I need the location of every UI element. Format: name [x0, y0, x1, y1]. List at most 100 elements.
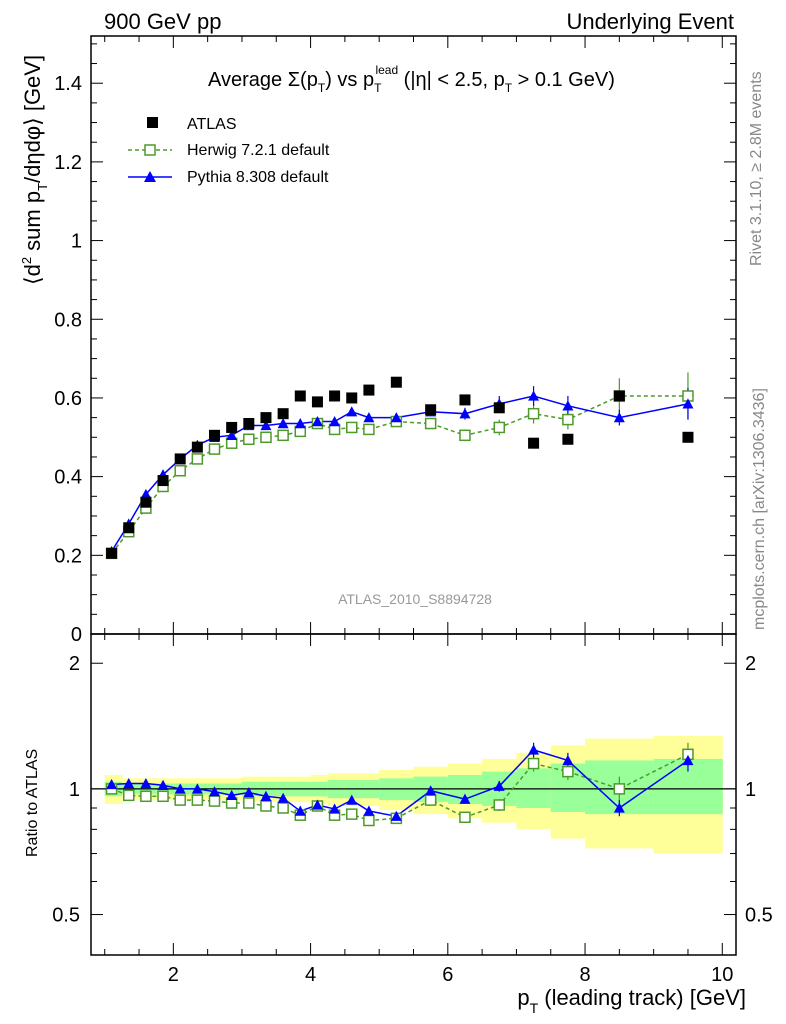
pythia-point [226, 429, 238, 440]
legend-atlas-label: ATLAS [187, 116, 237, 133]
main-y-tick-label: 1 [71, 231, 82, 253]
herwig-point [191, 453, 204, 465]
ratio-herwig-point [345, 808, 358, 820]
atlas-point [562, 433, 574, 445]
ratio-pythia-point [226, 789, 238, 801]
ratio-pythia-point [682, 754, 694, 766]
main-y-tick-label: 0.6 [54, 388, 82, 410]
atlas-point [243, 418, 255, 430]
pythia-point [277, 418, 289, 429]
ratio-herwig-point [174, 794, 186, 806]
ratio-pythia-point [123, 778, 135, 789]
legend-pythia-label: Pythia 8.308 default [187, 169, 329, 186]
analysis-watermark: ATLAS_2010_S8894728 [338, 591, 492, 607]
atlas-point [260, 412, 272, 424]
atlas-point [390, 376, 402, 388]
pythia-point [613, 412, 625, 423]
legend: ATLAS Herwig 7.2.1 default Pythia 8.308 … [128, 116, 330, 186]
atlas-point [346, 392, 358, 404]
atlas-point [425, 404, 437, 416]
pythia-point [562, 400, 574, 411]
atlas-point [459, 394, 471, 406]
legend-atlas-marker [147, 117, 158, 128]
atlas-point [123, 522, 135, 534]
x-axis-label: pT (leading track) [GeV] [517, 985, 746, 1016]
herwig-point [260, 431, 272, 444]
ratio-pythia-point [425, 785, 437, 796]
herwig-point [459, 429, 471, 442]
main-y-tick-label: 0.2 [54, 545, 82, 567]
ratio-herwig-point [613, 783, 626, 795]
ratio-herwig-point [527, 757, 540, 770]
herwig-point [243, 433, 255, 446]
x-tick-label: 10 [711, 964, 733, 986]
ratio-pythia-point [493, 780, 505, 791]
atlas-point [613, 390, 625, 402]
atlas-point [682, 431, 694, 443]
ratio-herwig-point [424, 794, 437, 806]
ratio-herwig-point [277, 802, 289, 814]
pythia-point [346, 406, 358, 417]
ratio-pythia-point [346, 794, 358, 805]
atlas-point [528, 437, 540, 449]
ratio-herwig-point [122, 789, 135, 802]
ratio-y-tick-label-left: 1 [69, 779, 80, 801]
ratio-pythia-point [613, 802, 625, 813]
ratio-pythia-point [243, 787, 255, 798]
plot-title: Average Σ(pT) vs pTlead (|η| < 2.5, pT >… [208, 63, 615, 95]
x-tick-label: 4 [305, 964, 316, 986]
pythia-point [260, 419, 272, 431]
atlas-point [329, 390, 341, 402]
atlas-point [294, 390, 306, 402]
main-y-tick-label: 0.8 [54, 309, 82, 331]
atlas-point [226, 421, 238, 433]
pythia-point [294, 418, 306, 429]
ratio-y-tick-label-left: 2 [69, 653, 80, 675]
atlas-point [157, 475, 169, 487]
header-left: 900 GeV pp [104, 9, 221, 34]
ratio-herwig-point [140, 790, 152, 803]
ratio-y-tick-label-right: 1 [745, 779, 756, 801]
pythia-point [311, 416, 323, 427]
ratio-pythia-line [111, 749, 689, 818]
ratio-herwig-point [157, 790, 169, 803]
herwig-point [277, 429, 289, 442]
pythia-point [682, 398, 694, 409]
ratio-herwig-point [493, 799, 506, 811]
pythia-point [329, 416, 341, 427]
ratio-pythia-point [157, 779, 169, 790]
ratio-pythia-point [363, 805, 375, 816]
main-y-tick-label: 1.2 [54, 152, 82, 174]
legend-herwig-label: Herwig 7.2.1 default [187, 142, 330, 159]
atlas-point [277, 408, 289, 420]
legend-pythia-marker [144, 171, 156, 182]
pythia-point [363, 412, 375, 423]
ratio-herwig-point [208, 795, 221, 807]
ratio-pythia-point [562, 754, 574, 766]
ratio-y-axis-label: Ratio to ATLAS [24, 749, 41, 857]
ratio-band-inner [516, 768, 552, 808]
x-tick-label: 2 [168, 964, 179, 986]
atlas-point [174, 453, 186, 465]
ratio-herwig-point [260, 800, 272, 812]
pythia-point [459, 408, 471, 419]
ratio-pythia-point [311, 799, 323, 810]
ratio-pythia-point [106, 778, 118, 790]
ratio-pythia-point [191, 783, 203, 794]
atlas-point [209, 429, 221, 441]
header-right: Underlying Event [566, 9, 734, 34]
main-y-tick-label: 0.4 [54, 467, 82, 489]
ratio-pythia-point [528, 744, 540, 755]
atlas-point [191, 441, 203, 453]
ratio-pythia-point [294, 805, 306, 816]
x-tick-label: 8 [579, 964, 590, 986]
herwig-point [345, 421, 358, 434]
pythia-point [528, 390, 540, 401]
data-marks [105, 372, 694, 827]
ratio-herwig-point [363, 814, 375, 827]
ratio-y-tick-label-left: 0.5 [52, 905, 80, 927]
rivet-label: Rivet 3.1.10, ≥ 2.8M events [748, 71, 765, 266]
ratio-pythia-point [260, 790, 272, 801]
ratio-pythia-point [390, 810, 402, 821]
atlas-point [311, 396, 323, 408]
